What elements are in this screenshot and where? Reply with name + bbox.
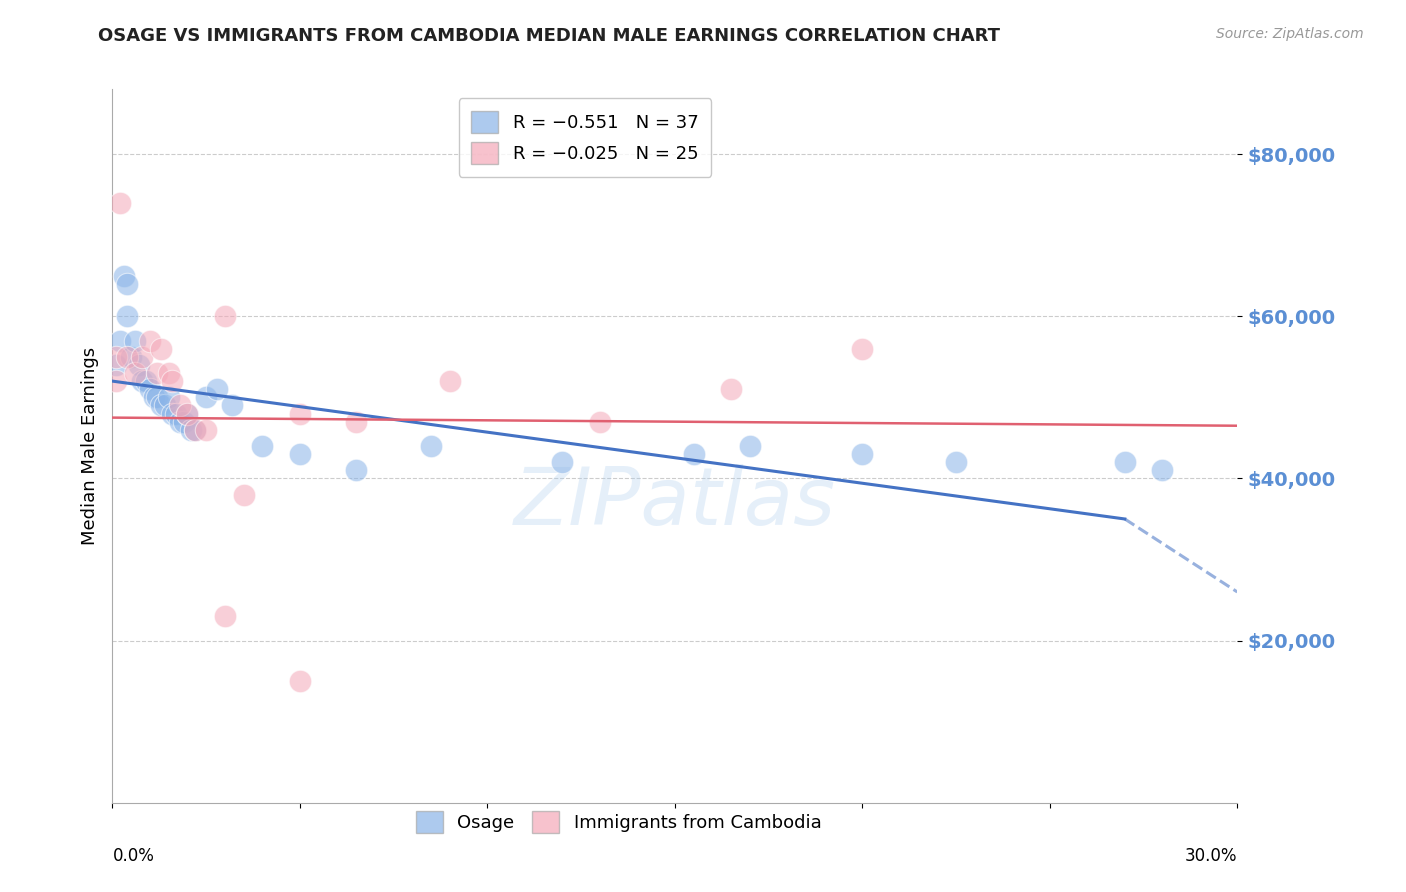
Point [146,366,169,380]
Point [180,423,202,437]
Point [117,277,139,291]
Point [135,374,157,388]
Point [105,358,128,372]
Point [945,455,967,469]
Point [124,334,146,348]
Point [184,423,207,437]
Y-axis label: Median Male Earnings: Median Male Earnings [80,347,98,545]
Point [117,310,139,324]
Point [344,463,367,477]
Point [150,342,173,356]
Point [589,415,612,429]
Point [195,390,218,404]
Point [139,382,162,396]
Point [146,390,169,404]
Point [105,350,128,364]
Point [851,342,873,356]
Point [120,350,142,364]
Point [142,390,165,404]
Point [1114,455,1136,469]
Point [176,407,198,421]
Point [176,407,198,421]
Point [288,447,311,461]
Point [128,358,150,372]
Point [153,399,176,413]
Point [162,407,184,421]
Point [184,423,207,437]
Point [207,382,229,396]
Text: ZIPatlas: ZIPatlas [513,464,837,542]
Point [344,415,367,429]
Point [150,399,173,413]
Text: 30.0%: 30.0% [1185,847,1237,865]
Point [551,455,574,469]
Point [117,350,139,364]
Point [108,195,131,210]
Point [439,374,461,388]
Point [169,399,191,413]
Point [252,439,274,453]
Text: 0.0%: 0.0% [112,847,155,865]
Point [124,366,146,380]
Point [169,415,191,429]
Text: OSAGE VS IMMIGRANTS FROM CAMBODIA MEDIAN MALE EARNINGS CORRELATION CHART: OSAGE VS IMMIGRANTS FROM CAMBODIA MEDIAN… [98,27,1001,45]
Point [131,350,153,364]
Point [1152,463,1174,477]
Point [105,374,128,388]
Text: Source: ZipAtlas.com: Source: ZipAtlas.com [1216,27,1364,41]
Point [195,423,218,437]
Point [221,399,243,413]
Point [288,407,311,421]
Point [720,382,742,396]
Point [738,439,761,453]
Point [682,447,704,461]
Point [851,447,873,461]
Point [157,390,180,404]
Point [131,374,153,388]
Point [214,609,236,624]
Point [112,268,135,283]
Point [108,334,131,348]
Point [420,439,443,453]
Point [214,310,236,324]
Point [232,488,254,502]
Point [139,334,162,348]
Point [162,374,184,388]
Point [157,366,180,380]
Point [173,415,195,429]
Point [165,407,187,421]
Legend: Osage, Immigrants from Cambodia: Osage, Immigrants from Cambodia [405,800,832,844]
Point [288,674,311,689]
